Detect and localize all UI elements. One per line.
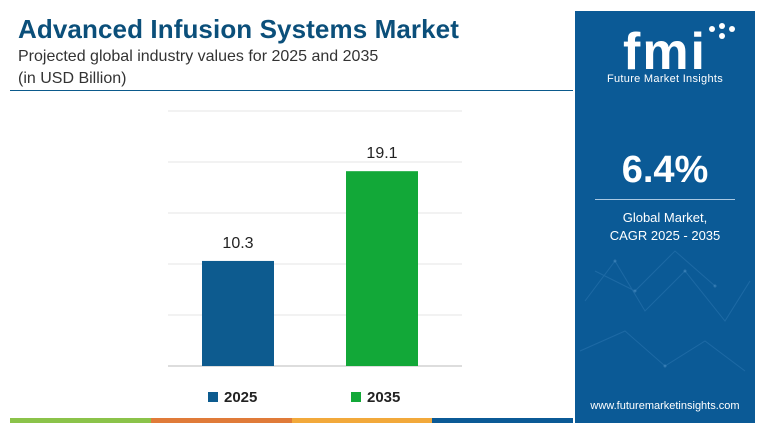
fmi-logo: fmi — [623, 23, 735, 81]
cagr-side-panel: fmi Future Market Insights 6.4% Global M… — [575, 11, 755, 423]
infographic-card: 10.3 19.1 2025 2035 Advanced Infusion Syst… — [10, 11, 755, 423]
strip-segment — [150, 418, 292, 423]
logo-lettering: fmi — [623, 23, 707, 81]
strip-segment — [291, 418, 433, 423]
strip-segment — [432, 418, 573, 423]
legend: 2025 2035 — [208, 389, 400, 406]
website-link[interactable]: www.futuremarketinsights.com — [590, 400, 740, 412]
header-divider — [10, 90, 573, 91]
data-labels: 10.3 19.1 — [222, 145, 397, 252]
data-label-2025: 10.3 — [222, 235, 253, 252]
chart-title: Advanced Infusion Systems Market — [18, 14, 459, 44]
bar-2025 — [202, 260, 274, 366]
chart-subtitle: Projected global industry values for 202… — [18, 48, 379, 65]
legend-label-2025: 2025 — [224, 389, 257, 406]
chart-unit-label: (in USD Billion) — [18, 70, 127, 87]
legend-swatch-2035 — [351, 392, 361, 402]
strip-segment — [10, 418, 151, 423]
bar-2035 — [346, 171, 418, 366]
cagr-divider — [595, 199, 735, 200]
bars — [202, 171, 418, 366]
legend-swatch-2025 — [208, 392, 218, 402]
legend-label-2035: 2035 — [367, 389, 400, 406]
panel-texture — [579, 250, 751, 372]
cagr-value: 6.4% — [621, 149, 709, 191]
bottom-color-strip — [10, 418, 573, 423]
bar-chart: 10.3 19.1 2025 2035 — [168, 110, 462, 406]
cagr-label-line2: CAGR 2025 - 2035 — [609, 228, 721, 243]
logo-caption: Future Market Insights — [606, 73, 724, 85]
cagr-label-line1: Global Market, — [622, 210, 708, 225]
data-label-2035: 19.1 — [366, 145, 397, 162]
